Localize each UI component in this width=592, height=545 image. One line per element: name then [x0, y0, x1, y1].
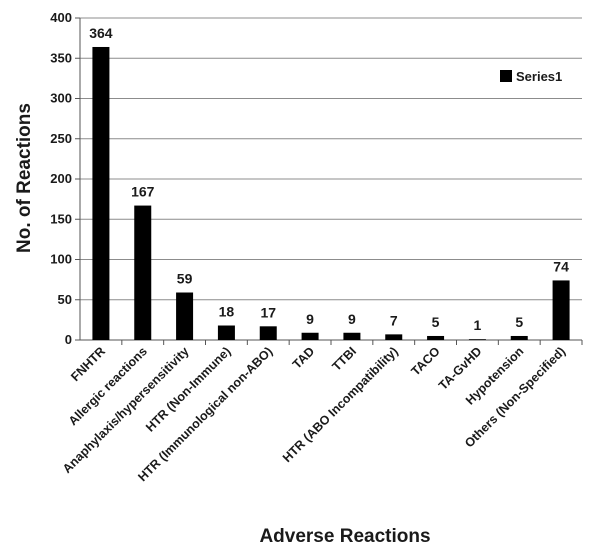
bar	[301, 332, 319, 340]
y-tick-label: 250	[50, 131, 72, 146]
bar	[176, 292, 194, 340]
bar	[427, 335, 445, 340]
data-label: 9	[348, 311, 356, 327]
data-label: 18	[219, 304, 235, 320]
category-label: TTBI	[329, 344, 359, 374]
category-label: Allergic reactions	[66, 344, 150, 428]
y-tick-labels: 0 50 100 150 200 250 300 350 400	[50, 10, 72, 347]
bars	[92, 46, 570, 340]
data-label: 364	[89, 25, 113, 41]
bar	[92, 46, 110, 340]
bar	[385, 334, 403, 340]
y-tick-label: 400	[50, 10, 72, 25]
bar	[217, 325, 235, 340]
gridlines	[80, 17, 582, 301]
data-label: 1	[474, 317, 482, 333]
bar	[552, 280, 570, 340]
axes	[75, 17, 583, 345]
y-tick-label: 150	[50, 211, 72, 226]
legend-label: Series1	[516, 69, 562, 84]
data-label: 5	[515, 314, 523, 330]
data-labels: 364 167 59 18 17 9 9 7 5 1 5 74	[89, 25, 569, 333]
y-tick-label: 50	[58, 292, 72, 307]
y-tick-label: 200	[50, 171, 72, 186]
data-label: 59	[177, 271, 193, 287]
legend: Series1	[500, 69, 562, 84]
y-tick-label: 350	[50, 50, 72, 65]
data-label: 7	[390, 312, 398, 328]
bar	[134, 205, 152, 340]
category-label: FNHTR	[68, 344, 108, 384]
y-tick-label: 300	[50, 91, 72, 106]
data-label: 74	[553, 258, 569, 274]
legend-swatch	[500, 70, 512, 82]
bar	[259, 326, 277, 340]
data-label: 9	[306, 311, 314, 327]
category-label: TACO	[408, 344, 442, 378]
data-label: 167	[131, 184, 155, 200]
data-label: 17	[260, 304, 276, 320]
category-label: TAD	[290, 344, 317, 371]
data-label: 5	[432, 314, 440, 330]
bar	[343, 332, 361, 340]
x-axis-title: Adverse Reactions	[259, 526, 430, 545]
bar	[510, 335, 528, 340]
y-tick-label: 0	[65, 332, 72, 347]
bar	[468, 339, 486, 340]
y-tick-label: 100	[50, 252, 72, 267]
y-axis-title: No. of Reactions	[14, 103, 35, 253]
